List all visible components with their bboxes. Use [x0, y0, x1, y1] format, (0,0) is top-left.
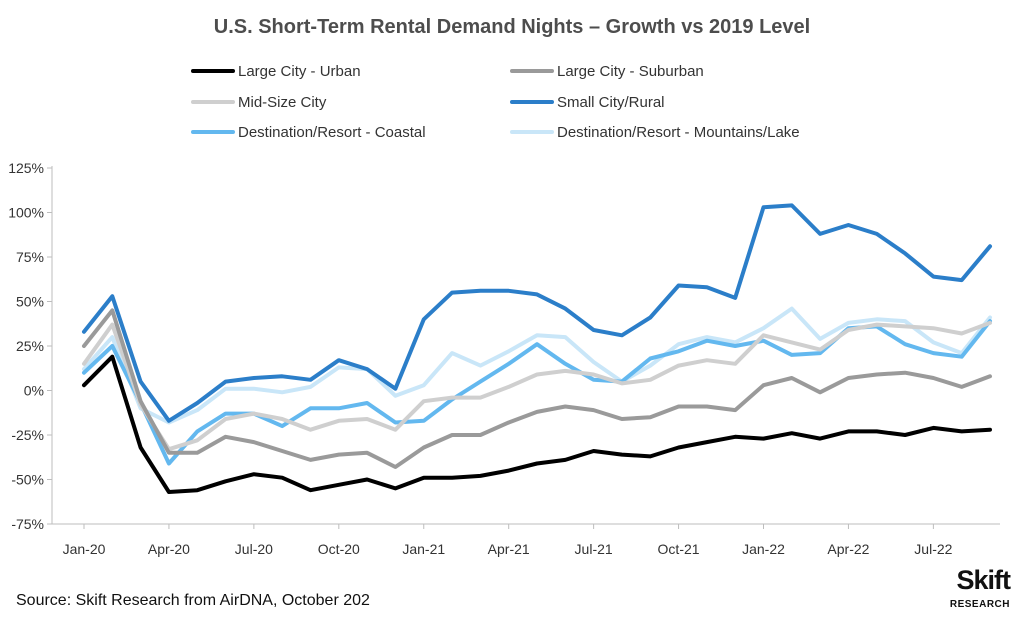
legend-label: Mid-Size City	[238, 94, 327, 111]
legend-item-1: Large City - Suburban	[510, 63, 704, 80]
series-line-5	[82, 306, 992, 425]
logo-subtitle: RESEARCH	[950, 599, 1010, 610]
legend-item-2: Mid-Size City	[191, 94, 327, 111]
legend-label: Large City - Suburban	[557, 63, 704, 80]
y-tick-label: -50%	[11, 472, 44, 488]
y-tick-label: 50%	[16, 294, 44, 310]
series-line-2	[82, 320, 992, 452]
legend-label: Destination/Resort - Coastal	[238, 124, 426, 141]
legend-item-0: Large City - Urban	[191, 63, 361, 80]
x-tick-label: Jan-21	[402, 541, 445, 557]
x-tick-label: Jul-21	[575, 541, 613, 557]
x-tick-label: Apr-22	[827, 541, 869, 557]
x-tick-label: Jul-22	[914, 541, 952, 557]
legend-item-5: Destination/Resort - Mountains/Lake	[510, 124, 800, 141]
series-line-1	[82, 308, 992, 469]
legend-label: Small City/Rural	[557, 94, 665, 111]
y-tick-label: 25%	[16, 338, 44, 354]
x-tick-label: Apr-20	[148, 541, 190, 557]
x-tick-label: Apr-21	[488, 541, 530, 557]
y-tick-label: 100%	[8, 205, 44, 221]
logo-wordmark: Skift	[956, 565, 1011, 595]
legend-item-3: Small City/Rural	[510, 94, 665, 111]
legend-label: Large City - Urban	[238, 63, 361, 80]
legend-label: Destination/Resort - Mountains/Lake	[557, 124, 800, 141]
source-note: Source: Skift Research from AirDNA, Octo…	[16, 592, 370, 609]
legend: Large City - Urban Large City - Suburban M…	[191, 63, 800, 141]
skift-logo: Skift RESEARCH	[950, 565, 1012, 610]
x-tick-label: Jan-20	[63, 541, 106, 557]
x-axis: Jan-20 Apr-20 Jul-20 Oct-20 Jan-21 Apr-21 Jul-…	[52, 523, 1000, 557]
y-tick-label: 75%	[16, 249, 44, 265]
y-axis: -75% -50% -25% 0% 25% 50% 75% 100% 125%	[8, 160, 53, 532]
x-tick-label: Jan-22	[742, 541, 785, 557]
x-tick-label: Oct-20	[318, 541, 360, 557]
series-lines	[82, 203, 992, 494]
y-tick-label: 125%	[8, 160, 44, 176]
y-tick-label: 0%	[24, 383, 44, 399]
chart-title: U.S. Short-Term Rental Demand Nights – G…	[214, 16, 810, 38]
x-tick-label: Jul-20	[235, 541, 273, 557]
y-tick-label: -75%	[11, 516, 44, 532]
series-line-0	[82, 354, 992, 494]
y-tick-label: -25%	[11, 427, 44, 443]
x-tick-label: Oct-21	[658, 541, 700, 557]
series-line-3	[82, 203, 992, 423]
legend-item-4: Destination/Resort - Coastal	[191, 124, 426, 141]
